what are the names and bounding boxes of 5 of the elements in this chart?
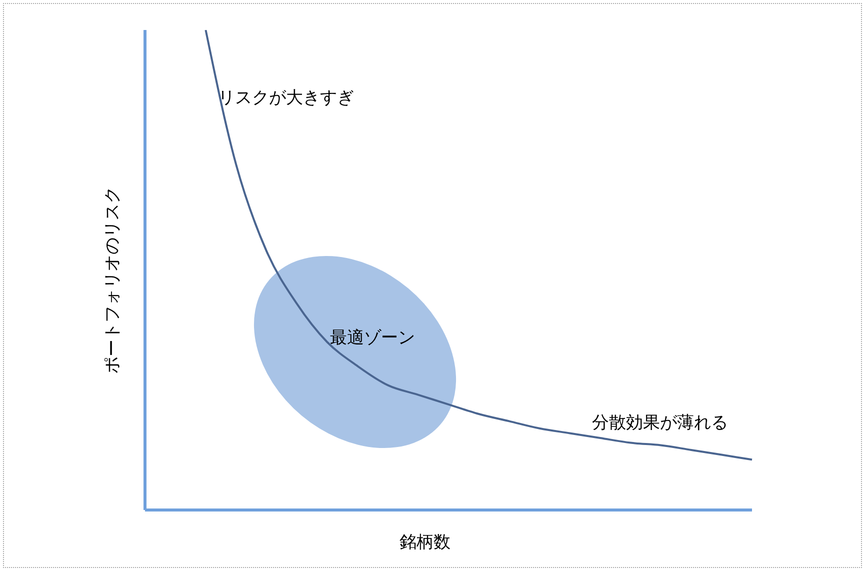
x-axis-title: 銘柄数 — [400, 532, 450, 554]
annotation: 最適ゾーン — [330, 327, 415, 349]
annotation: リスクが大きすぎ — [218, 87, 354, 109]
y-axis-title: ポートフォリオのリスク — [102, 186, 124, 374]
annotation: 分散効果が薄れる — [592, 412, 728, 434]
